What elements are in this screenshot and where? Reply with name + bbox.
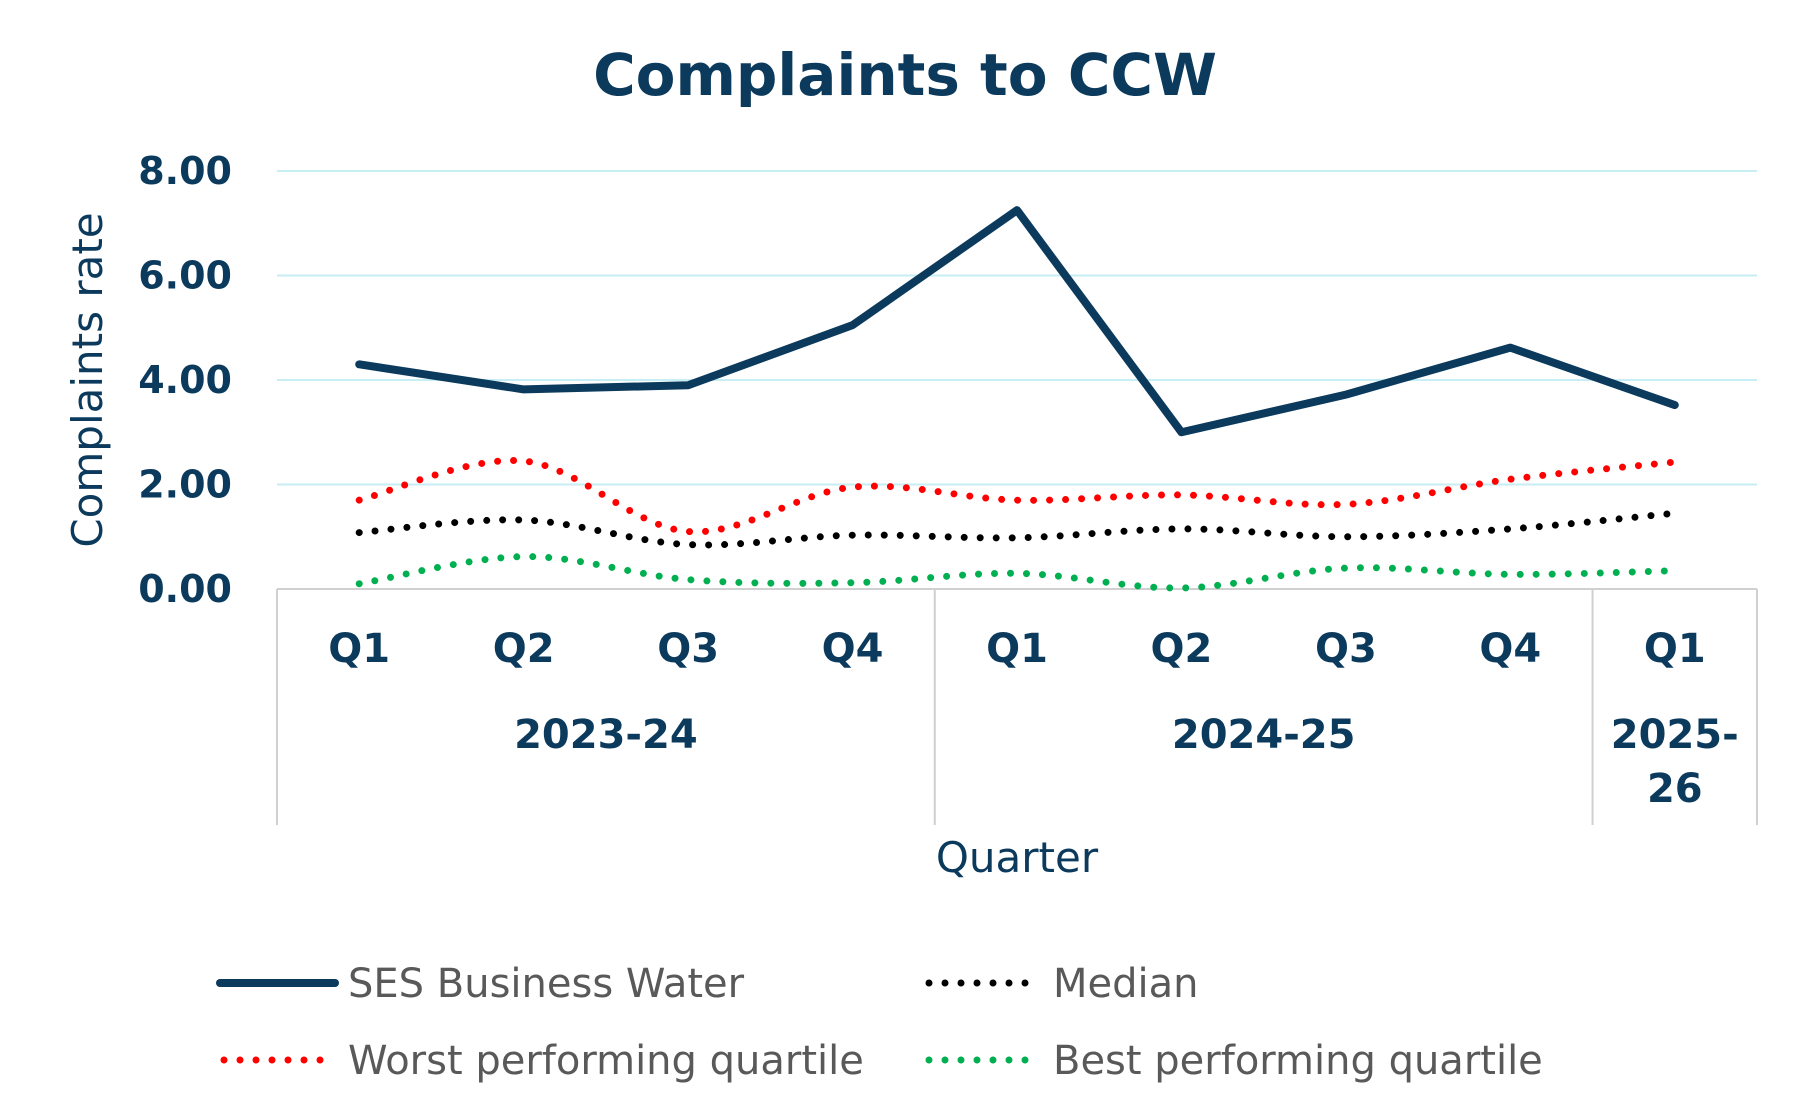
y-tick-label: 6.00: [138, 254, 232, 298]
y-tick-label: 0.00: [138, 567, 232, 611]
gridlines: [277, 170, 1757, 486]
series-line: [355, 509, 1679, 549]
legend-label: Median: [1053, 961, 1199, 1007]
x-tick-label: Q1: [328, 626, 390, 672]
series-line: [355, 206, 1679, 437]
x-tick-label: Q3: [1315, 626, 1377, 672]
x-axis-label: Quarter: [936, 833, 1099, 882]
x-tick-label: Q1: [1644, 626, 1706, 672]
x-group-label: 2025-26: [1611, 712, 1739, 812]
chart-title: Complaints to CCW: [593, 41, 1217, 109]
x-axis: Q1 Q2 Q3 Q4 Q1 Q2 Q3 Q4 Q1 2023-24 2024-25 2025-26: [276, 588, 1758, 825]
x-tick-label: Q4: [822, 626, 884, 672]
series-lines: [355, 206, 1679, 592]
x-tick-label: Q2: [493, 626, 555, 672]
series-line: [355, 457, 1679, 536]
y-tick-label: 8.00: [138, 149, 232, 193]
legend-label: Best performing quartile: [1053, 1038, 1543, 1084]
legend-label: SES Business Water: [348, 961, 745, 1007]
x-tick-label: Q3: [657, 626, 719, 672]
y-axis-label: Complaints rate: [63, 212, 112, 547]
x-group-label: 2024-25: [1172, 712, 1356, 758]
y-tick-label: 4.00: [138, 358, 232, 402]
legend: SES Business Water Median Worst performing…: [216, 961, 1543, 1084]
x-tick-label: Q1: [986, 626, 1048, 672]
x-group-label: 2023-24: [514, 712, 698, 758]
legend-label: Worst performing quartile: [348, 1038, 864, 1084]
x-tick-label: Q4: [1479, 626, 1541, 672]
series-line: [355, 553, 1679, 592]
y-tick-label: 2.00: [138, 463, 232, 507]
y-tick-labels: 0.00 2.00 4.00 6.00 8.00: [138, 149, 232, 611]
x-tick-label: Q2: [1151, 626, 1213, 672]
